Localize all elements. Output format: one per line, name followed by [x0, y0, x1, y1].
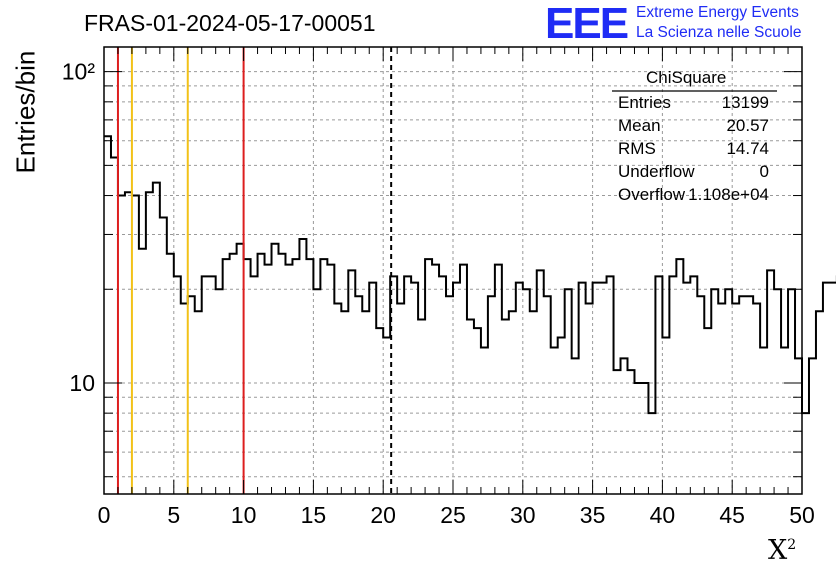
histogram-series: [104, 135, 836, 415]
x-tick-label: 40: [650, 502, 676, 528]
x-tick-label: 0: [98, 502, 111, 528]
x-tick-label: 15: [301, 502, 327, 528]
y-tick-label: 10²: [62, 59, 96, 85]
y-tick-label: 10: [69, 370, 95, 396]
logo-line-1: Extreme Energy Events: [636, 4, 799, 21]
stats-value-underflow: 0: [759, 162, 769, 181]
plot-title: FRAS-01-2024-05-17-00051: [84, 10, 376, 36]
x-tick-label: 10: [231, 502, 257, 528]
stats-label-overflow: Overflow: [618, 185, 686, 204]
stats-value-overflow: 1.108e+04: [688, 185, 769, 204]
x-tick-label: 25: [440, 502, 466, 528]
stats-label-entries: Entries: [618, 93, 671, 112]
x-tick-label: 50: [789, 502, 815, 528]
stats-label-mean: Mean: [618, 116, 661, 135]
stats-label-rms: RMS: [618, 139, 656, 158]
x-tick-label: 20: [370, 502, 396, 528]
x-tick-label: 45: [719, 502, 745, 528]
stats-value-entries: 13199: [721, 93, 769, 112]
logo-line-2: La Scienza nelle Scuole: [636, 24, 802, 41]
eee-logo: EEE: [545, 0, 629, 48]
x-tick-label: 30: [510, 502, 536, 528]
stats-value-mean: 20.57: [726, 116, 769, 135]
x-tick-label: 35: [580, 502, 606, 528]
stats-value-rms: 14.74: [726, 139, 769, 158]
x-axis-label: X2: [768, 535, 797, 566]
stats-label-underflow: Underflow: [618, 162, 695, 181]
x-tick-label: 5: [167, 502, 180, 528]
stats-title: ChiSquare: [646, 68, 727, 87]
